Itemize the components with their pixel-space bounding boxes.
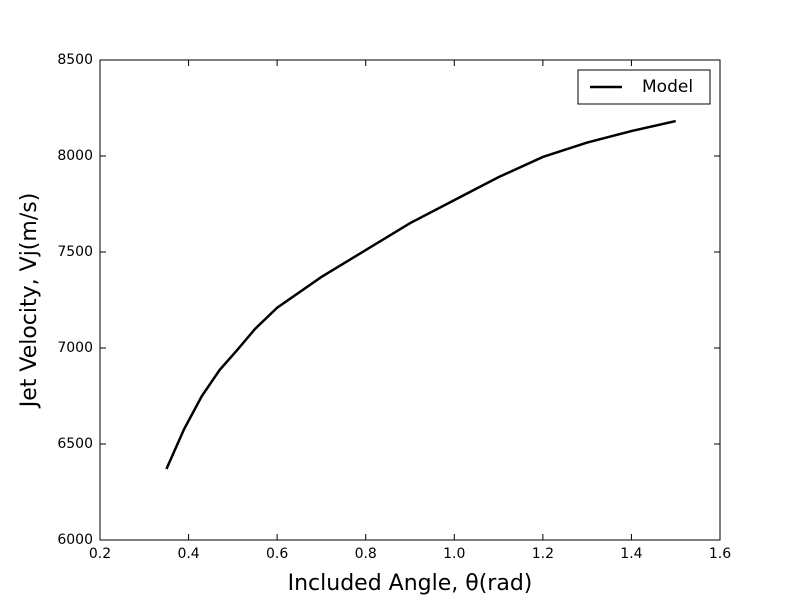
- plot-frame: [99, 59, 721, 541]
- y-tick-label: 7000: [57, 340, 93, 356]
- x-tick-label: 1.6: [709, 546, 731, 562]
- x-tick-label: 0.8: [355, 546, 377, 562]
- y-tick-label: 6000: [57, 532, 93, 548]
- y-tick-label: 7500: [57, 244, 93, 260]
- x-tick-label: 0.4: [177, 546, 199, 562]
- y-tick-label: 6500: [57, 436, 93, 452]
- line-series: [165, 119, 676, 470]
- x-tick-label: 1.0: [443, 546, 465, 562]
- x-axis-label: Included Angle, θ(rad): [288, 571, 533, 596]
- y-axis-label: Jet Velocity, Vj(m/s): [17, 193, 42, 410]
- x-tick-label: 0.6: [266, 546, 288, 562]
- legend-label: Model: [642, 77, 693, 97]
- x-tick-label: 0.2: [89, 546, 111, 562]
- x-tick-label: 1.2: [532, 546, 554, 562]
- x-tick-label: 1.4: [620, 546, 642, 562]
- y-tick-label: 8000: [57, 148, 93, 164]
- y-tick-label: 8500: [57, 52, 93, 68]
